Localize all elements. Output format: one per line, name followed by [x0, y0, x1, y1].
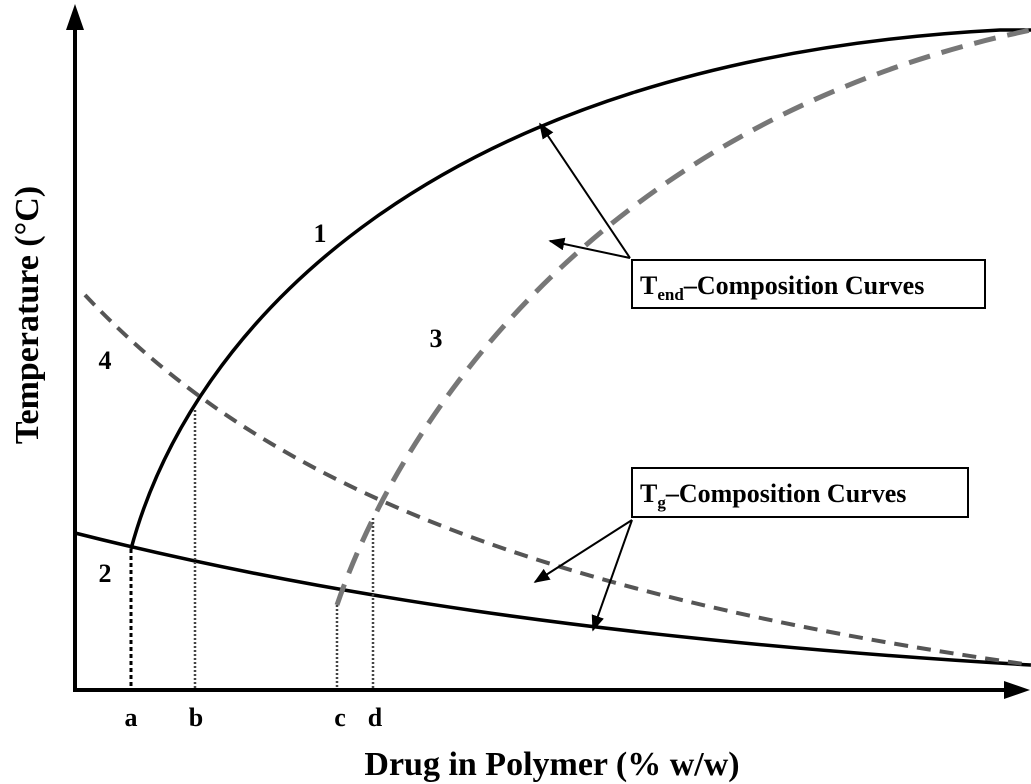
callout-label: Tend–Composition Curves	[640, 271, 924, 304]
curve-4	[83, 293, 1031, 667]
curve-label: 1	[314, 219, 327, 248]
curve-label: 2	[99, 559, 112, 588]
y-arrow	[66, 4, 84, 30]
x-mark-label: a	[125, 703, 138, 732]
x-mark-label: b	[189, 703, 203, 732]
y-axis-label: Temperature (°C)	[9, 186, 46, 444]
arrow	[539, 122, 631, 259]
arrow	[548, 237, 631, 259]
callout-box	[631, 467, 969, 518]
x-mark-label: d	[368, 703, 383, 732]
curve-label: 3	[430, 324, 443, 353]
callout-label: Tg–Composition Curves	[640, 479, 906, 512]
curve-3	[334, 27, 1031, 606]
arrow	[533, 519, 633, 583]
curve-label: 4	[99, 346, 112, 375]
arrow	[591, 519, 633, 632]
x-arrow	[1004, 681, 1030, 699]
callout-box	[631, 259, 986, 309]
x-mark-label: c	[334, 703, 346, 732]
x-axis-label: Drug in Polymer (% w/w)	[364, 746, 739, 783]
curve-2	[74, 531, 1031, 667]
curve-1	[129, 28, 1031, 550]
